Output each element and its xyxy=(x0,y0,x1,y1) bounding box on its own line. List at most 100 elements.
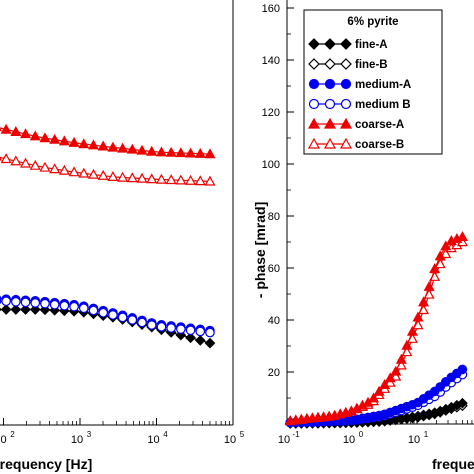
legend-entry-marker xyxy=(308,98,320,110)
left-fine-a-point xyxy=(0,304,12,315)
left-coarse-a-point xyxy=(155,146,167,157)
left-x-tick-label: 10 xyxy=(224,434,236,446)
left-coarse-b-point xyxy=(0,153,12,164)
legend-entry-marker xyxy=(324,58,336,70)
legend-entry-label: coarse-A xyxy=(355,119,404,131)
left-medium-b-point xyxy=(185,325,196,336)
left-coarse-b-point xyxy=(39,161,51,172)
left-coarse-b-point xyxy=(146,173,158,184)
left-x-axis-title: frequency [Hz] xyxy=(0,456,92,472)
legend-entry-label: medium B xyxy=(355,99,411,111)
left-coarse-a-point xyxy=(20,128,32,139)
left-coarse-a-point xyxy=(87,139,100,150)
legend-entry-fine-b: fine-B xyxy=(308,58,388,71)
right-coarse-a-point xyxy=(440,240,452,251)
left-coarse-b-point xyxy=(175,174,187,185)
legend-entry-marker xyxy=(340,78,352,90)
legend-entry-marker xyxy=(324,38,336,50)
right-coarse-a-point xyxy=(368,392,380,403)
left-coarse-a-point xyxy=(29,130,41,141)
right-x-tick-exponent: -1 xyxy=(292,430,300,439)
left-coarse-a-point xyxy=(146,145,158,156)
legend-items: fine-A fine-B medium-A medium B coarse-A coar… xyxy=(307,38,411,151)
right-coarse-a-point xyxy=(456,231,468,241)
left-medium-b-point xyxy=(166,323,176,333)
legend-entry-fine-a: fine-A xyxy=(308,38,388,51)
right-coarse-a-point xyxy=(384,372,396,383)
left-coarse-a-point xyxy=(185,147,197,158)
left-fine-a-point xyxy=(194,335,206,346)
left-medium-b-point xyxy=(98,307,108,318)
right-coarse-b-point xyxy=(440,248,452,259)
legend-entry-medium-b: medium B xyxy=(308,98,411,111)
left-coarse-b-point xyxy=(126,172,138,183)
left-medium-b-point xyxy=(49,299,60,310)
legend-entry-marker xyxy=(307,137,321,149)
left-coarse-a-point xyxy=(0,127,2,132)
left-medium-b-point xyxy=(1,296,11,307)
right-coarse-a-point xyxy=(379,379,391,389)
left-coarse-b-point xyxy=(185,174,197,185)
right-coarse-a-point xyxy=(401,339,413,350)
left-medium-b-point xyxy=(30,298,41,308)
right-coarse-a-point xyxy=(390,365,402,376)
left-coarse-b-point xyxy=(117,171,129,182)
left-fine-a-point xyxy=(204,337,216,349)
left-fine-a-point xyxy=(10,304,22,315)
left-coarse-a-point xyxy=(204,148,216,159)
left-coarse-a-point xyxy=(194,147,206,158)
left-medium-b-point xyxy=(40,298,50,309)
right-coarse-a-point xyxy=(395,353,407,364)
left-coarse-a-point xyxy=(97,140,109,151)
left-coarse-a-point xyxy=(126,143,138,154)
left-fine-a-point xyxy=(29,304,41,315)
right-coarse-a-point xyxy=(373,385,385,396)
left-medium-b-point xyxy=(59,300,70,311)
right-coarse-a-point xyxy=(434,250,446,261)
left-x-tick-exponent: 3 xyxy=(87,430,92,439)
left-coarse-b-point xyxy=(155,173,167,184)
left-medium-b-point xyxy=(0,297,2,305)
left-medium-b-point xyxy=(176,324,186,334)
right-y-tick-label: 60 xyxy=(268,263,280,275)
left-coarse-a-point xyxy=(175,147,187,158)
left-coarse-a-point xyxy=(107,141,119,152)
right-x-tick-exponent: 0 xyxy=(359,430,364,439)
left-coarse-a-point xyxy=(0,123,12,134)
left-coarse-a-point xyxy=(136,144,148,155)
right-x-axis-title: frequency [Hz] xyxy=(432,456,474,472)
legend-entry-marker xyxy=(340,98,352,110)
left-medium-b-point xyxy=(88,305,99,316)
right-y-tick-label: 100 xyxy=(262,159,280,171)
right-y-tick-label: 120 xyxy=(262,107,280,119)
right-x-tick-label: 10 xyxy=(343,434,355,446)
legend-entry-marker xyxy=(323,117,337,129)
left-medium-b-point xyxy=(20,297,31,308)
legend-entry-marker xyxy=(307,117,321,129)
legend-entry-marker xyxy=(339,137,353,149)
left-medium-b-point xyxy=(69,301,79,312)
left-panel: 102103104105 xyxy=(0,0,245,446)
legend-entry-marker xyxy=(308,78,320,90)
legend-entry-marker xyxy=(308,38,320,50)
left-coarse-b-point xyxy=(68,166,80,177)
legend-entry-label: medium-A xyxy=(355,79,411,91)
left-coarse-b-point xyxy=(49,163,61,174)
left-coarse-b-point xyxy=(87,168,100,179)
left-coarse-b-point xyxy=(78,167,90,178)
legend-entry-coarse-a: coarse-A xyxy=(307,117,404,131)
right-coarse-a-point xyxy=(429,263,441,274)
legend-entry-medium-a: medium-A xyxy=(308,78,411,91)
left-coarse-b-point xyxy=(0,157,2,161)
right-x-tick-label: 10 xyxy=(278,434,290,446)
right-y-axis-title: - phase [mrad] xyxy=(252,202,268,298)
left-coarse-a-point xyxy=(39,132,51,143)
right-x-tick-exponent: 1 xyxy=(424,430,429,439)
legend-entry-coarse-b: coarse-B xyxy=(307,137,404,151)
right-coarse-b-point xyxy=(434,258,446,269)
right-y-tick-label: 40 xyxy=(268,315,280,327)
right-coarse-a-point xyxy=(412,311,424,322)
left-coarse-b-point xyxy=(58,164,70,175)
left-coarse-b-point xyxy=(107,171,119,181)
